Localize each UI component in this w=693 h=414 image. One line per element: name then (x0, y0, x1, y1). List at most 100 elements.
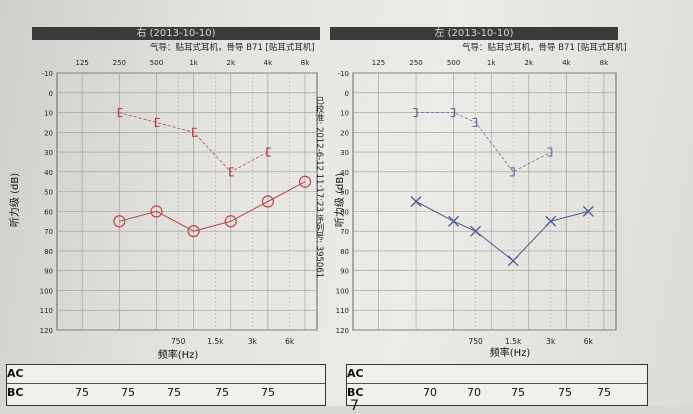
plot-frame (352, 72, 617, 331)
bone-conduction-point (472, 117, 478, 128)
y-axis-label: 听力级 (dB) (333, 173, 346, 227)
x-tick-label: 500 (447, 59, 460, 67)
air-conduction-point (187, 225, 200, 238)
x-axis-label: 频率(Hz) (158, 348, 199, 361)
bone-conduction-point (192, 127, 197, 137)
x-tick-label: 250 (409, 59, 422, 67)
y-tick-label: 100 (40, 287, 53, 295)
left-bc-cell: 70 (423, 386, 437, 399)
bone-conduction-point (547, 147, 553, 157)
left-ac-label: AC (347, 367, 364, 380)
y-tick-label: 10 (340, 110, 349, 118)
y-tick-label: 80 (340, 248, 349, 256)
y-tick-label: 120 (40, 327, 53, 335)
x-tick-label: 8k (301, 59, 310, 67)
right-bc-cell: 75 (75, 386, 89, 399)
x-tick-label: 125 (372, 59, 385, 67)
right-bc-cell: 75 (261, 386, 275, 399)
air-conduction-point (224, 215, 237, 228)
x-tick-label: 1k (487, 59, 496, 67)
y-tick-label: 20 (44, 129, 53, 137)
y-tick-label: 20 (340, 129, 349, 137)
y-tick-label: 40 (44, 169, 53, 177)
series-line (415, 201, 589, 262)
series-line (119, 181, 306, 232)
left-table-panel: AC BC 70 70 75 75 75 (346, 364, 648, 406)
x-tick-label: 2k (226, 59, 235, 67)
y-tick-label: 60 (340, 208, 349, 216)
x-tick-label: 4k (264, 59, 273, 67)
x-tick-label: 8k (600, 59, 609, 67)
right-bc-label: BC (7, 386, 24, 399)
left-bc-label: BC (347, 386, 364, 399)
air-conduction-point (298, 175, 312, 188)
y-tick-label: 0 (49, 90, 53, 98)
y-tick-label: 0 (345, 90, 349, 98)
air-conduction-point (582, 205, 594, 217)
y-tick-label: 90 (340, 268, 349, 276)
air-conduction-point (470, 225, 482, 237)
x-tick-label: 750 (171, 337, 186, 346)
x-tick-label: 500 (150, 59, 163, 67)
air-conduction-point (410, 196, 422, 207)
y-tick-label: 30 (340, 149, 349, 157)
x-tick-label: 1.5k (505, 337, 522, 346)
right-table-panel: AC BC 75 75 75 75 75 (6, 364, 326, 406)
y-tick-label: 110 (336, 307, 349, 315)
y-tick-label: 90 (44, 268, 53, 276)
x-tick-label: 3k (546, 337, 556, 346)
bone-conduction-point (229, 167, 234, 177)
left-ear-title: 左 (2013-10-10) (434, 28, 514, 39)
air-conduction-point (150, 205, 163, 218)
bone-conduction-point (266, 147, 271, 157)
y-tick-label: 30 (44, 149, 53, 157)
y-tick-label: 50 (44, 189, 53, 197)
x-tick-label: 125 (75, 59, 88, 67)
left-bc-cell: 75 (511, 386, 525, 399)
bone-conduction-point (450, 107, 456, 118)
y-tick-label: 10 (44, 110, 53, 118)
right-bc-cell: 75 (167, 386, 181, 399)
series-line (119, 112, 269, 173)
left-bc-cell: 70 (467, 386, 481, 399)
x-tick-label: 6k (285, 337, 295, 346)
left-ear-subtitle: 气导：贴耳式耳机，骨导 B71 [贴耳式耳机] (462, 43, 627, 53)
x-tick-label: 1k (189, 59, 198, 67)
page-number: 7 (350, 398, 359, 414)
left-bc-cell: 75 (558, 386, 572, 399)
air-conduction-point (448, 215, 460, 227)
masking-table: AC BC 75 75 75 75 75 AC BC 70 70 75 75 7… (6, 364, 650, 406)
left-ear-title-bar: 左 (2013-10-10) (330, 27, 618, 40)
x-tick-label: 750 (468, 337, 483, 346)
bone-conduction-point (510, 167, 515, 177)
bone-conduction-point (413, 107, 418, 118)
y-tick-label: 50 (340, 189, 349, 197)
air-conduction-point (545, 215, 557, 227)
right-ear-title-bar: 右 (2013-10-10) (32, 27, 320, 40)
x-tick-label: 2k (525, 59, 534, 67)
right-bc-cell: 75 (121, 386, 135, 399)
y-axis-label: 听力级 (dB) (8, 173, 21, 227)
x-tick-label: 250 (113, 59, 126, 67)
x-tick-label: 1.5k (207, 337, 224, 346)
x-tick-label: 4k (562, 59, 571, 67)
bone-conduction-point (154, 117, 160, 128)
x-tick-label: 3k (248, 337, 258, 346)
y-tick-label: -10 (338, 70, 349, 78)
left-bc-cell: 75 (597, 386, 611, 399)
left-bc-row: BC 70 70 75 75 75 (347, 384, 647, 402)
air-conduction-point (113, 215, 126, 228)
bone-conduction-point (117, 107, 123, 118)
right-bc-cell: 75 (215, 386, 229, 399)
air-conduction-point (507, 255, 519, 267)
right-ac-label: AC (7, 367, 24, 380)
air-conduction-point (261, 195, 274, 208)
plot-frame (56, 72, 318, 331)
x-tick-label: 6k (584, 337, 594, 346)
y-tick-label: 40 (340, 169, 349, 177)
series-line (416, 112, 551, 173)
y-tick-label: -10 (42, 70, 53, 78)
y-tick-label: 80 (44, 248, 53, 256)
